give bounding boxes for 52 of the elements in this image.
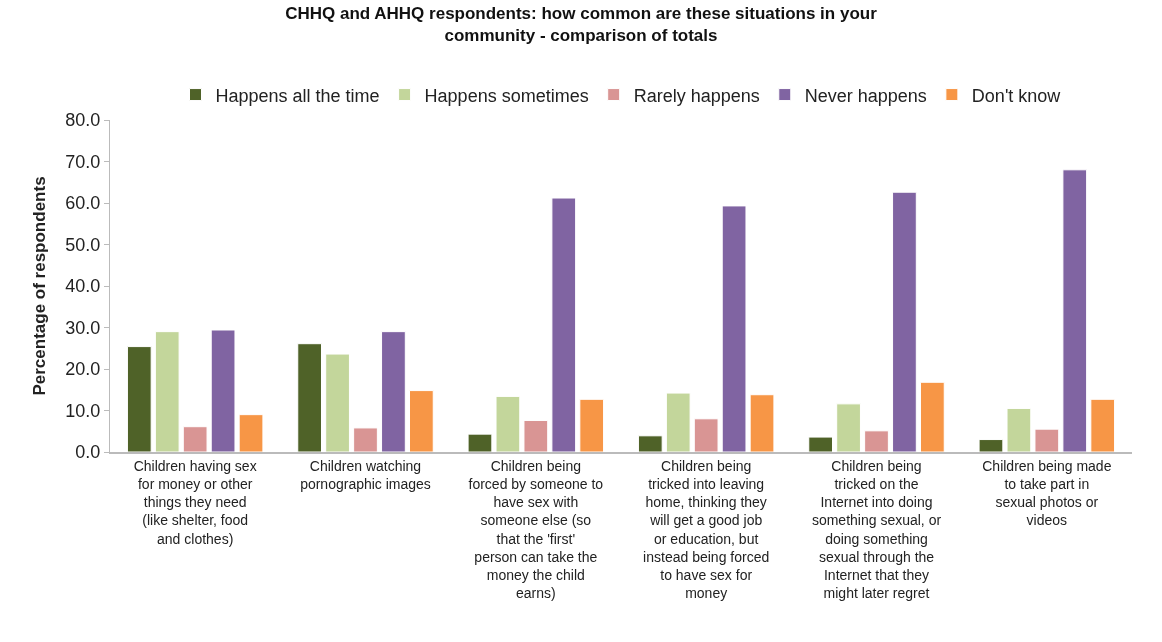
bar bbox=[353, 427, 378, 452]
bar bbox=[154, 331, 180, 452]
y-axis-title: Percentage of respondents bbox=[29, 176, 49, 396]
bar bbox=[467, 433, 493, 452]
legend-label: Happens all the time bbox=[215, 85, 380, 106]
y-tick-label: 60.0 bbox=[65, 193, 101, 214]
y-tick-label: 40.0 bbox=[65, 276, 101, 297]
chart-title: CHHQ and AHHQ respondents: how common are these situations in your community - comparison of totals bbox=[285, 4, 878, 46]
bar bbox=[1006, 407, 1032, 452]
bar bbox=[238, 414, 264, 452]
bar bbox=[864, 430, 889, 452]
legend-label: Don't know bbox=[971, 85, 1062, 106]
legend-label: Happens sometimes bbox=[424, 85, 589, 106]
bar bbox=[182, 426, 208, 452]
x-tick-label: Children being forced by someone to have sex with someone else (so that the 'first' person can take the money the child earns) bbox=[468, 457, 604, 602]
bar bbox=[579, 398, 605, 452]
x-tick-label: Children being tricked on the Internet into doing something sexual, or doing something sexual through the Internet that they might later regret bbox=[811, 457, 942, 602]
y-tick-label: 70.0 bbox=[65, 151, 101, 172]
bar bbox=[892, 191, 917, 452]
x-tick-label: Children being made to take part in sexual photos or videos bbox=[982, 457, 1112, 529]
y-tick-label: 0.0 bbox=[75, 442, 101, 463]
bar bbox=[210, 329, 236, 452]
bar bbox=[721, 205, 747, 452]
bar bbox=[836, 403, 861, 452]
bar bbox=[495, 395, 521, 452]
bar bbox=[808, 436, 833, 452]
bar bbox=[920, 381, 945, 452]
bar bbox=[1062, 169, 1088, 452]
bar bbox=[749, 394, 775, 452]
bar bbox=[551, 197, 577, 452]
x-tick-label: Children having sex for money or other things they need (like shelter, food and clothes) bbox=[133, 457, 257, 547]
bar bbox=[381, 331, 406, 452]
legend-label: Never happens bbox=[804, 85, 927, 106]
bar bbox=[693, 418, 719, 452]
y-tick-label: 10.0 bbox=[65, 400, 101, 421]
bar bbox=[409, 390, 434, 452]
legend-label: Rarely happens bbox=[633, 85, 760, 106]
bar bbox=[523, 419, 549, 452]
y-tick-label: 30.0 bbox=[65, 317, 101, 338]
bar bbox=[325, 353, 350, 452]
bar bbox=[665, 392, 691, 452]
y-tick-label: 50.0 bbox=[65, 234, 101, 255]
bar bbox=[978, 439, 1004, 452]
bar bbox=[1090, 398, 1116, 452]
bar bbox=[637, 435, 663, 452]
x-tick-label: Children being tricked into leaving home, thinking they will get a good job or education, but instead being forced to have sex for money bbox=[643, 457, 770, 602]
x-tick-label: Children watching pornographic images bbox=[300, 457, 431, 492]
bar bbox=[297, 343, 322, 452]
y-tick-label: 20.0 bbox=[65, 359, 101, 380]
y-tick-label: 80.0 bbox=[65, 110, 101, 131]
bar bbox=[1034, 428, 1060, 452]
bar bbox=[126, 346, 152, 452]
